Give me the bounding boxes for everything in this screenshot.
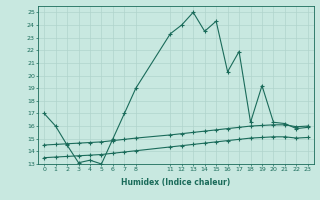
X-axis label: Humidex (Indice chaleur): Humidex (Indice chaleur) — [121, 178, 231, 187]
